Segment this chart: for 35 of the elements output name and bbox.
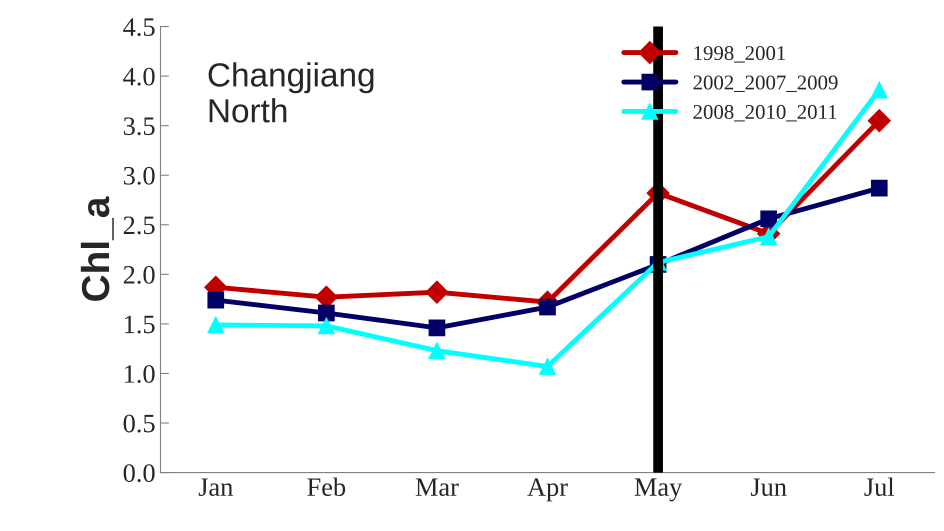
point [425,280,448,304]
point [318,304,335,322]
x-tick-label: May [634,478,682,502]
point [870,180,888,196]
legend-label: 1998_2001 [694,46,786,63]
x-tick-label: Feb [307,477,346,496]
point [318,318,335,334]
x-tick-label: Mar [416,478,459,496]
point [207,316,224,334]
x-tick-label: Jun [750,478,787,496]
legend-label: 2008_2010_2011 [693,104,836,122]
annotation: Changjiang North [208,62,374,123]
y-tick-label: 1.5 [124,316,155,334]
x-tick-label: Apr [527,478,568,502]
y-tick-label: 3.0 [124,166,155,185]
y-tick-label: 3.5 [124,117,155,136]
y-tick-label: 1.0 [124,365,155,383]
point [428,320,446,336]
y-tick-label: 2.0 [124,266,155,284]
point [870,82,888,98]
point [760,210,778,228]
y-tick-label: 4.5 [123,18,155,36]
y-axis-title: Chl_a [80,196,114,301]
point [539,298,556,316]
y-tick-label: 0.0 [124,464,155,482]
x-tick-label: Jul [864,477,894,496]
point [207,292,224,308]
legend-label: 2002_2007_2009 [693,75,838,92]
y-tick-label: 2.5 [124,216,155,234]
point [428,342,446,360]
y-tick-label: 4.0 [123,68,155,86]
y-tick-label: 0.5 [124,414,155,433]
point [868,109,891,132]
point [539,358,556,375]
x-tick-label: Jan [198,478,233,496]
